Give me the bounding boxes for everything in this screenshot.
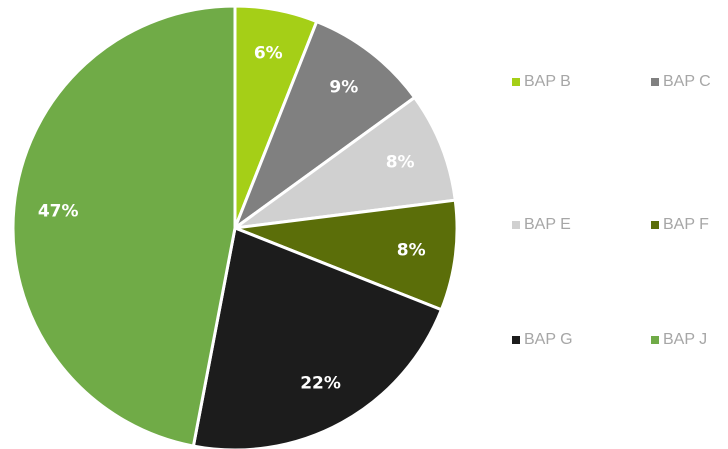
pie-slice <box>234 95 457 230</box>
legend-swatch <box>651 78 659 86</box>
value-label: 9% <box>329 78 358 98</box>
value-label: 22% <box>300 374 341 394</box>
legend-label: BAP J <box>663 331 707 348</box>
legend-swatch <box>512 78 520 86</box>
pie-slice <box>191 225 444 449</box>
legend-label: BAP E <box>524 216 571 233</box>
value-label: 8% <box>397 240 426 260</box>
legend-swatch <box>651 336 659 344</box>
legend-label: BAP C <box>663 73 711 90</box>
value-label: 6% <box>254 44 283 64</box>
value-label: 8% <box>386 153 415 173</box>
legend-swatch <box>512 336 520 344</box>
value-label: 47% <box>38 201 79 221</box>
legend-swatch <box>512 221 520 229</box>
pie-slice <box>231 19 417 233</box>
pie-slice <box>11 4 237 448</box>
legend-label: BAP F <box>663 216 709 233</box>
legend-swatch <box>651 221 659 229</box>
legend-label: BAP G <box>524 331 573 348</box>
pie-slice <box>234 198 459 312</box>
legend-label: BAP B <box>524 73 571 90</box>
